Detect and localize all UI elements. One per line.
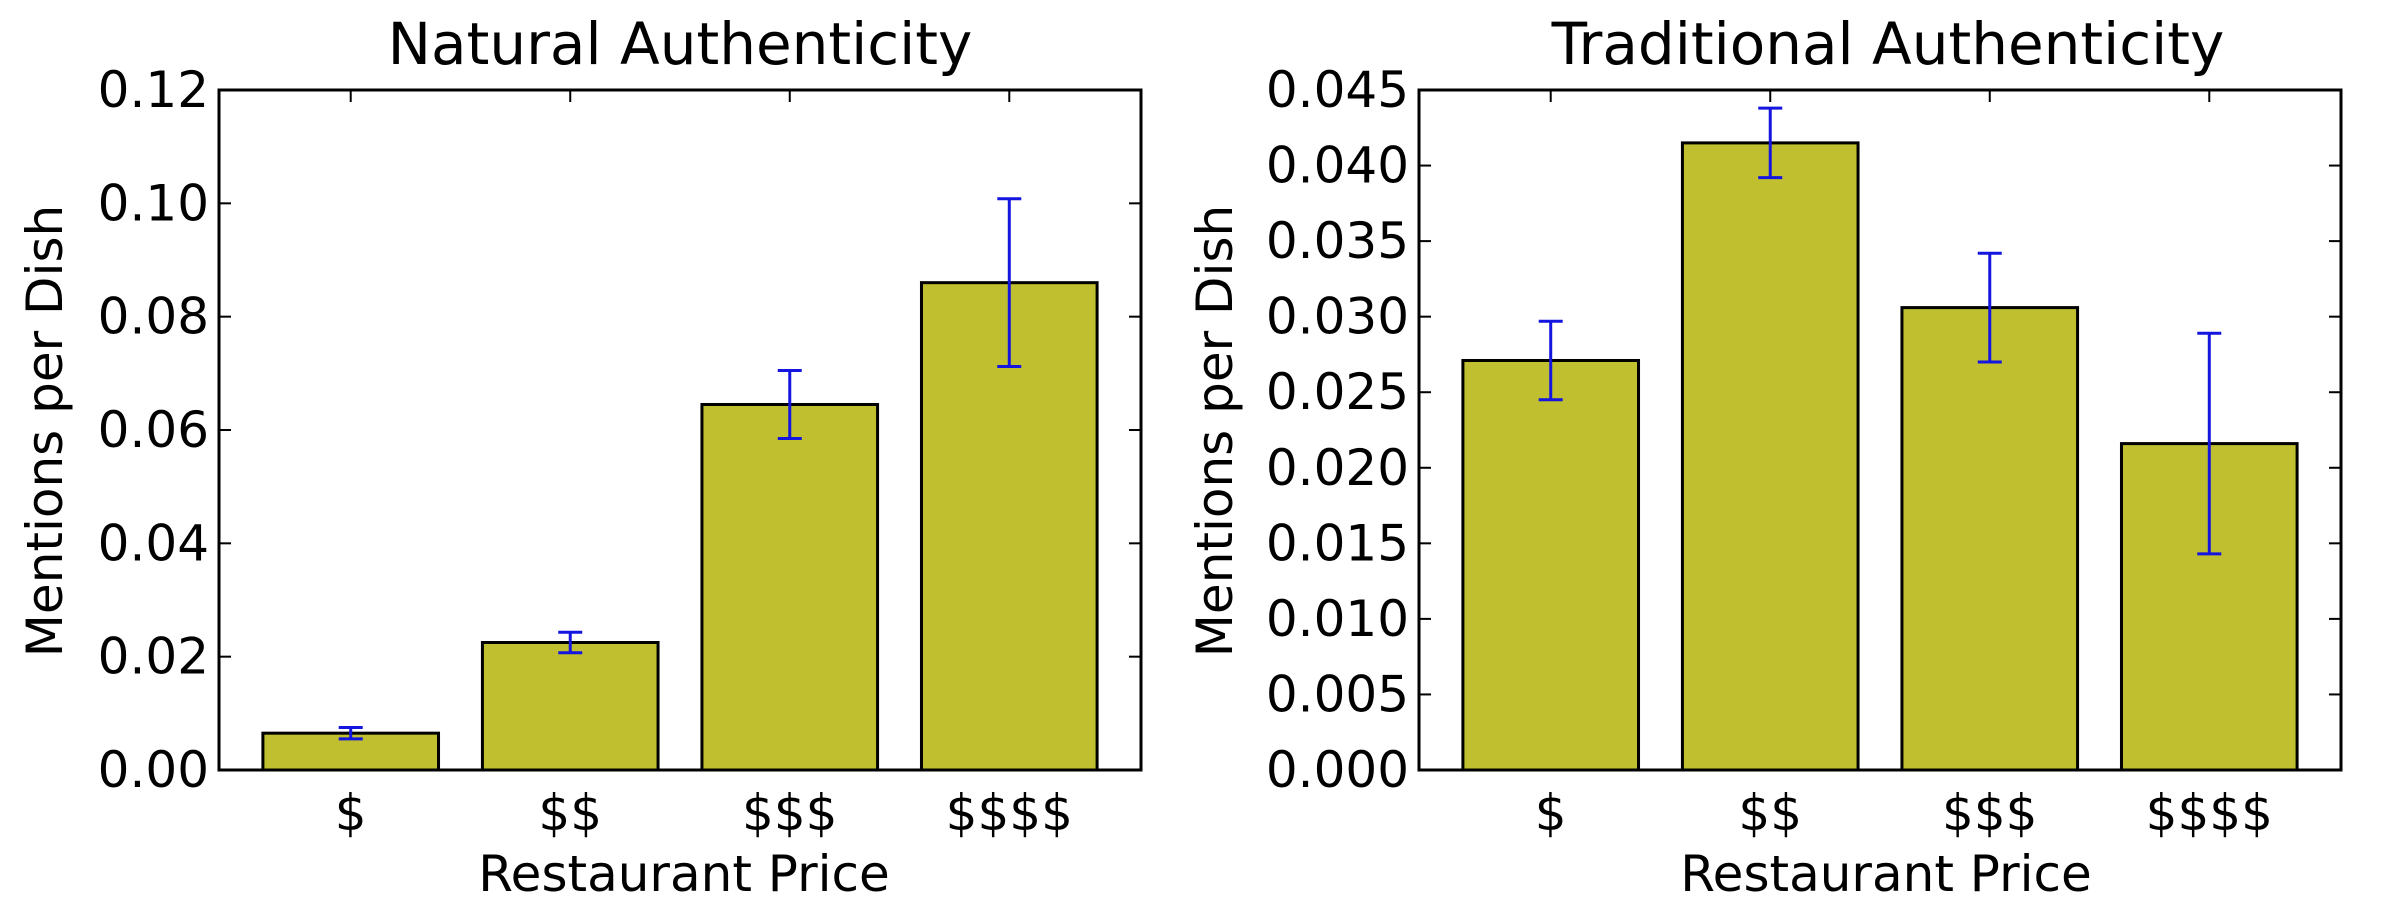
bar [1461,358,1641,772]
y-ticks: 0.000 0.005 0.010 0.015 0.020 0.025 0.030 0.035… [1266,61,2341,799]
y-tick-label: 0.010 [1266,590,1409,648]
y-tick-label: 0.00 [98,741,209,799]
error-bars [1538,106,2222,556]
bar [1900,306,2080,772]
y-tick-label: 0.035 [1266,212,1409,270]
y-tick-label: 0.10 [98,174,209,232]
x-tick-label: $$ [538,784,602,842]
y-tick-label: 0.015 [1266,514,1409,572]
x-tick-label: $$ [1738,784,1802,842]
x-axis-label: Restaurant Price [1680,845,2092,900]
x-tick-label: $$$ [742,784,837,842]
x-tick-label: $$$$ [2146,784,2273,842]
chart-title: Traditional Authenticity [1551,10,2225,78]
bars [261,281,1099,772]
y-tick-label: 0.12 [98,61,209,119]
bar [1680,141,1860,772]
x-tick-label: $$$ [1942,784,2037,842]
x-tick-label: $ [335,784,367,842]
y-tick-label: 0.020 [1266,439,1409,497]
y-tick-label: 0.06 [98,401,209,459]
y-tick-label: 0.04 [98,514,209,572]
y-tick-label: 0.030 [1266,288,1409,346]
bars [1461,141,2299,772]
y-tick-label: 0.000 [1266,741,1409,799]
x-tick-label: $$$$ [946,784,1073,842]
y-ticks: 0.00 0.02 0.04 0.06 0.08 0.10 0.12 [98,61,1141,799]
y-axis-label: Mentions per Dish [16,205,74,657]
bar [480,641,660,772]
x-axis-label: Restaurant Price [478,845,890,900]
chart-traditional-authenticity: Traditional Authenticity Mentions per Di… [1186,10,2343,900]
chart-title: Natural Authenticity [388,10,973,78]
plot-frame [217,88,1143,772]
chart-natural-authenticity: Natural Authenticity Mentions per Dish R… [16,10,1143,900]
y-tick-label: 0.005 [1266,665,1409,723]
y-tick-label: 0.08 [98,288,209,346]
y-axis-label: Mentions per Dish [1186,205,1244,657]
y-tick-label: 0.040 [1266,137,1409,195]
y-tick-label: 0.025 [1266,363,1409,421]
bar [700,403,880,772]
plot-frame [1417,88,2343,772]
x-ticks: $ $$ $$$ $$$$ [335,90,1073,842]
error-bars [338,197,1022,741]
x-tick-label: $ [1535,784,1567,842]
y-tick-label: 0.045 [1266,61,1409,119]
y-tick-label: 0.02 [98,628,209,686]
